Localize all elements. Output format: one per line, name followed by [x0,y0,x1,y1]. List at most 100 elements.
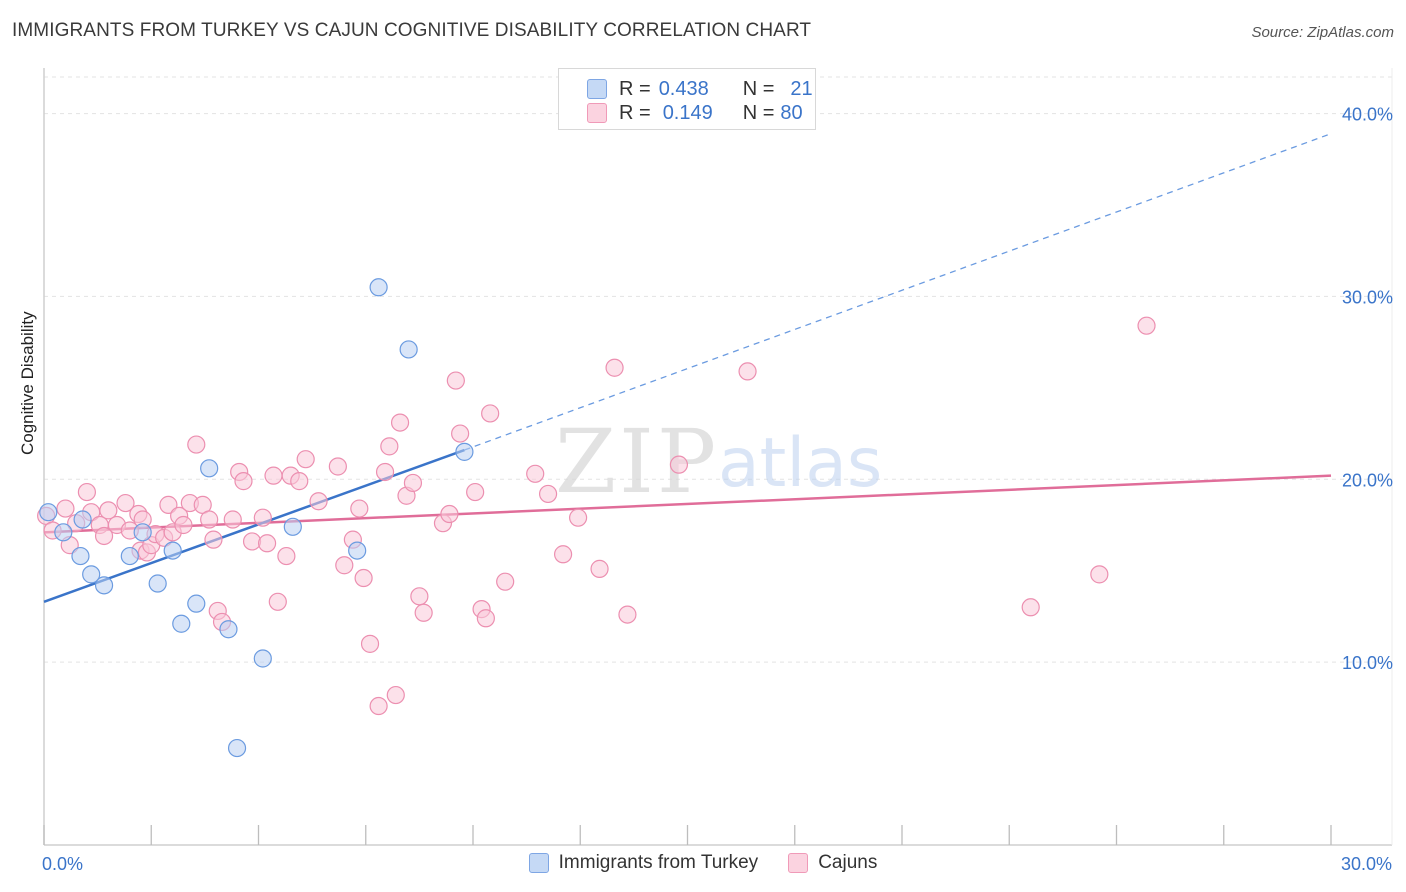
legend-item-turkey[interactable]: Immigrants from Turkey [528,852,759,874]
legend-label-turkey: Immigrants from Turkey [558,852,759,873]
cajun-point [451,424,470,443]
cajun-point [403,473,423,493]
turkey-point [82,565,101,584]
y-tick-label: 40.0% [1342,105,1393,125]
cajun-point [223,510,242,529]
legend-n-value: 80 [780,101,803,124]
cajun-point [476,609,495,628]
turkey-point [253,649,272,668]
legend-swatch-blue [587,79,607,99]
cajun-point [159,495,178,514]
turkey-point [455,442,474,461]
cajun-point [481,404,500,423]
cajun-point [1021,598,1040,617]
cajun-point [296,450,315,469]
cajun-point [446,371,465,390]
legend-item-cajuns[interactable]: Cajuns [788,852,877,874]
turkey-point [283,517,302,536]
cajun-point [738,362,757,381]
legend-n-label: N = [742,77,775,100]
source-credit: Source: ZipAtlas.com [1251,24,1394,41]
swatch-turkey [528,853,549,873]
cajun-point [187,435,206,454]
turkey-point [227,738,247,758]
cajun-point [440,504,459,524]
turkey-trend-extension [464,133,1332,451]
turkey-point [39,503,58,522]
cajun-point [354,568,373,588]
cajun-point [290,472,309,491]
cajun-point [99,501,118,520]
turkey-point [54,523,73,542]
cajun-point [375,462,395,482]
y-tick-label: 10.0% [1342,653,1393,673]
cajun-point [386,685,405,705]
cajun-point [553,545,573,564]
legend-n-value: 21 [790,77,813,100]
y-axis-label: Cognitive Disability [18,311,37,455]
legend-r-label: R = [619,101,651,124]
turkey-point [133,523,152,542]
cajun-point [309,492,328,511]
watermark-zip: ZIP [555,410,719,513]
trend-lines [43,133,1332,603]
cajun-point [328,457,347,476]
cajun-point [277,546,296,566]
swatch-cajuns [788,853,809,873]
turkey-point [163,541,182,560]
turkey-point [73,510,92,529]
turkey-point [399,340,418,359]
cajun-point [466,482,485,502]
cajun-point [94,526,114,546]
x-tick-label: 0.0% [42,854,83,874]
axes [43,68,1393,846]
turkey-point [200,459,219,478]
correlation-legend: R = 0.438 N = 21 R = 0.149 N = 80 [558,68,816,130]
turkey-point [148,574,167,593]
y-tick-label: 30.0% [1342,287,1393,307]
cajun-point [1137,316,1156,335]
cajun-point [264,466,283,485]
cajun-point [360,634,380,653]
cajun-point [77,482,97,502]
legend-swatch-pink [587,103,607,123]
cajun-point [242,532,262,551]
cajun-point [116,493,135,513]
turkey-point [120,546,139,566]
cajun-point [414,603,433,622]
cajun-point [569,508,588,527]
turkey-point [172,614,191,633]
legend-r-value: 0.149 [662,101,713,124]
turkey-point [369,278,388,297]
cajun-point [380,437,399,456]
turkey-point [187,594,206,613]
turkey-point [219,620,238,639]
legend-row-cajun: R = 0.149 N = 80 [587,101,803,125]
cajun-point [410,587,429,606]
chart-title: IMMIGRANTS FROM TURKEY VS CAJUN COGNITIV… [12,20,812,41]
cajun-point [669,455,689,474]
legend-r-value: 0.438 [658,77,709,100]
turkey-point [94,576,114,595]
legend-n-label: N = [742,101,775,124]
cajun-point [618,605,637,624]
cajun-point [204,530,223,549]
tick-labels: 10.0% 20.0% 30.0% 40.0% 0.0% 30.0% [42,105,1393,874]
cajun-point [538,484,558,504]
legend-row-turkey: R = 0.438 N = 21 [587,77,813,101]
series-legend: Immigrants from Turkey Cajuns [0,852,1406,874]
cajun-point [268,592,287,611]
grid-lines [44,76,1392,663]
data-points [37,278,1156,758]
cajun-point [390,413,410,432]
cajun-point [526,464,545,483]
cajun-point [350,499,369,518]
x-tick-label: 30.0% [1341,854,1392,874]
turkey-point [348,541,367,560]
cajun-point [56,499,75,518]
turkey-trend-line [43,448,465,603]
watermark-atlas: atlas [718,424,882,503]
cajun-point [253,508,272,527]
cajun-point [369,696,388,716]
legend-r-label: R = [619,77,651,100]
